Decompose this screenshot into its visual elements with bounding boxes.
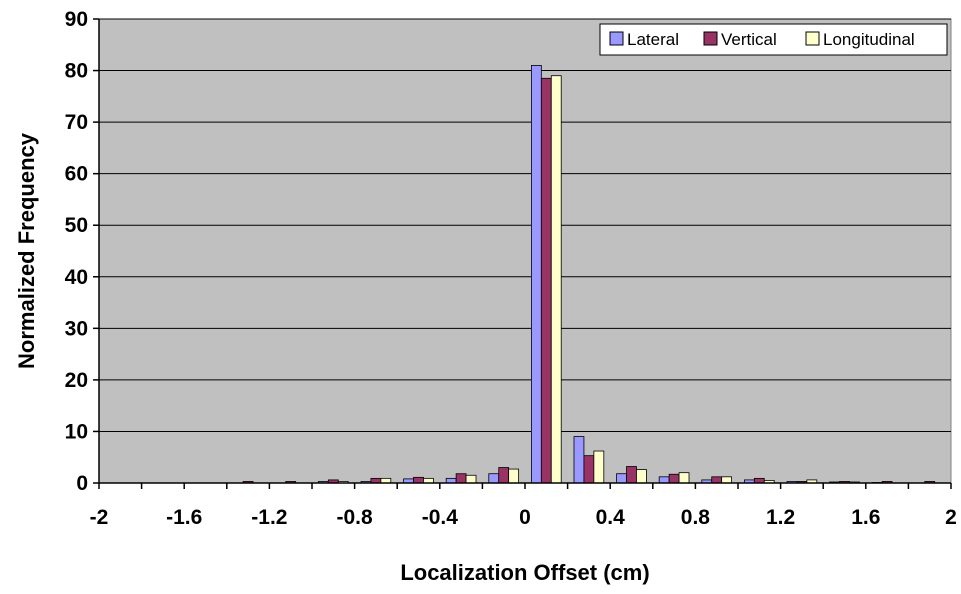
x-tick-label: 1.6 [851,506,880,529]
bar-longitudinal [593,450,605,484]
x-tick-label: 2 [945,506,957,529]
plot-area [98,18,952,484]
x-tick-labels: -2 -1.6 -1.2 -0.8 -0.4 0 0.4 0.8 1.2 1.6 2 [90,506,957,529]
bar-lateral [616,473,627,484]
bar-lateral [530,65,542,484]
y-tick-label: 40 [65,266,88,289]
bar-lateral [658,476,670,484]
x-tick-label: 1.2 [766,506,795,529]
x-tick-label: -0.8 [337,506,374,529]
x-tick-label: 0.4 [596,506,626,529]
legend: Lateral Vertical Longitudinal [599,23,948,56]
bar-lateral [488,473,500,484]
legend-swatch-vertical [703,31,718,46]
gridlines [99,18,951,432]
bar-vertical [498,467,510,484]
bar-vertical [668,473,680,484]
bar-vertical [583,455,595,484]
x-tick-label: 0.8 [681,506,711,529]
bar-vertical [413,476,424,484]
x-tick-label: -1.6 [166,506,202,529]
y-axis-title: Normalized Frequency [14,132,39,369]
bar-vertical [711,476,723,484]
bar-longitudinal [636,469,647,484]
y-tick-label: 50 [65,214,88,237]
bar-vertical [540,77,552,484]
bar-longitudinal [678,472,690,484]
x-tick-label: 0 [519,506,531,529]
legend-box [599,23,948,56]
y-tick-labels: 0 10 20 30 40 50 60 70 80 90 [65,8,88,495]
x-tick-label: -2 [90,506,109,529]
bar-longitudinal [721,476,733,484]
legend-label-lateral: Lateral [627,30,679,49]
x-axis-title: Localization Offset (cm) [400,560,649,585]
y-tick-label: 20 [65,369,88,392]
bar-vertical [626,466,637,484]
legend-label-longitudinal: Longitudinal [823,30,915,49]
x-tick-label: -0.4 [422,506,459,529]
bar-vertical [455,473,467,484]
bar-longitudinal [465,474,477,484]
y-tick-label: 80 [65,60,88,83]
legend-swatch-longitudinal [805,31,820,46]
bar-longitudinal [508,468,520,484]
y-tick-label: 10 [65,420,88,443]
legend-label-vertical: Vertical [721,30,777,49]
y-tick-label: 70 [65,111,88,134]
y-tick-label: 30 [65,317,88,340]
legend-swatch-lateral [609,31,624,46]
x-tick-label: -1.2 [251,506,287,529]
y-tick-label: 60 [65,163,88,186]
bar-lateral [573,436,585,484]
ticks [93,18,952,489]
y-tick-label: 90 [65,8,88,31]
bar-longitudinal [550,75,562,484]
y-tick-label: 0 [76,472,88,495]
